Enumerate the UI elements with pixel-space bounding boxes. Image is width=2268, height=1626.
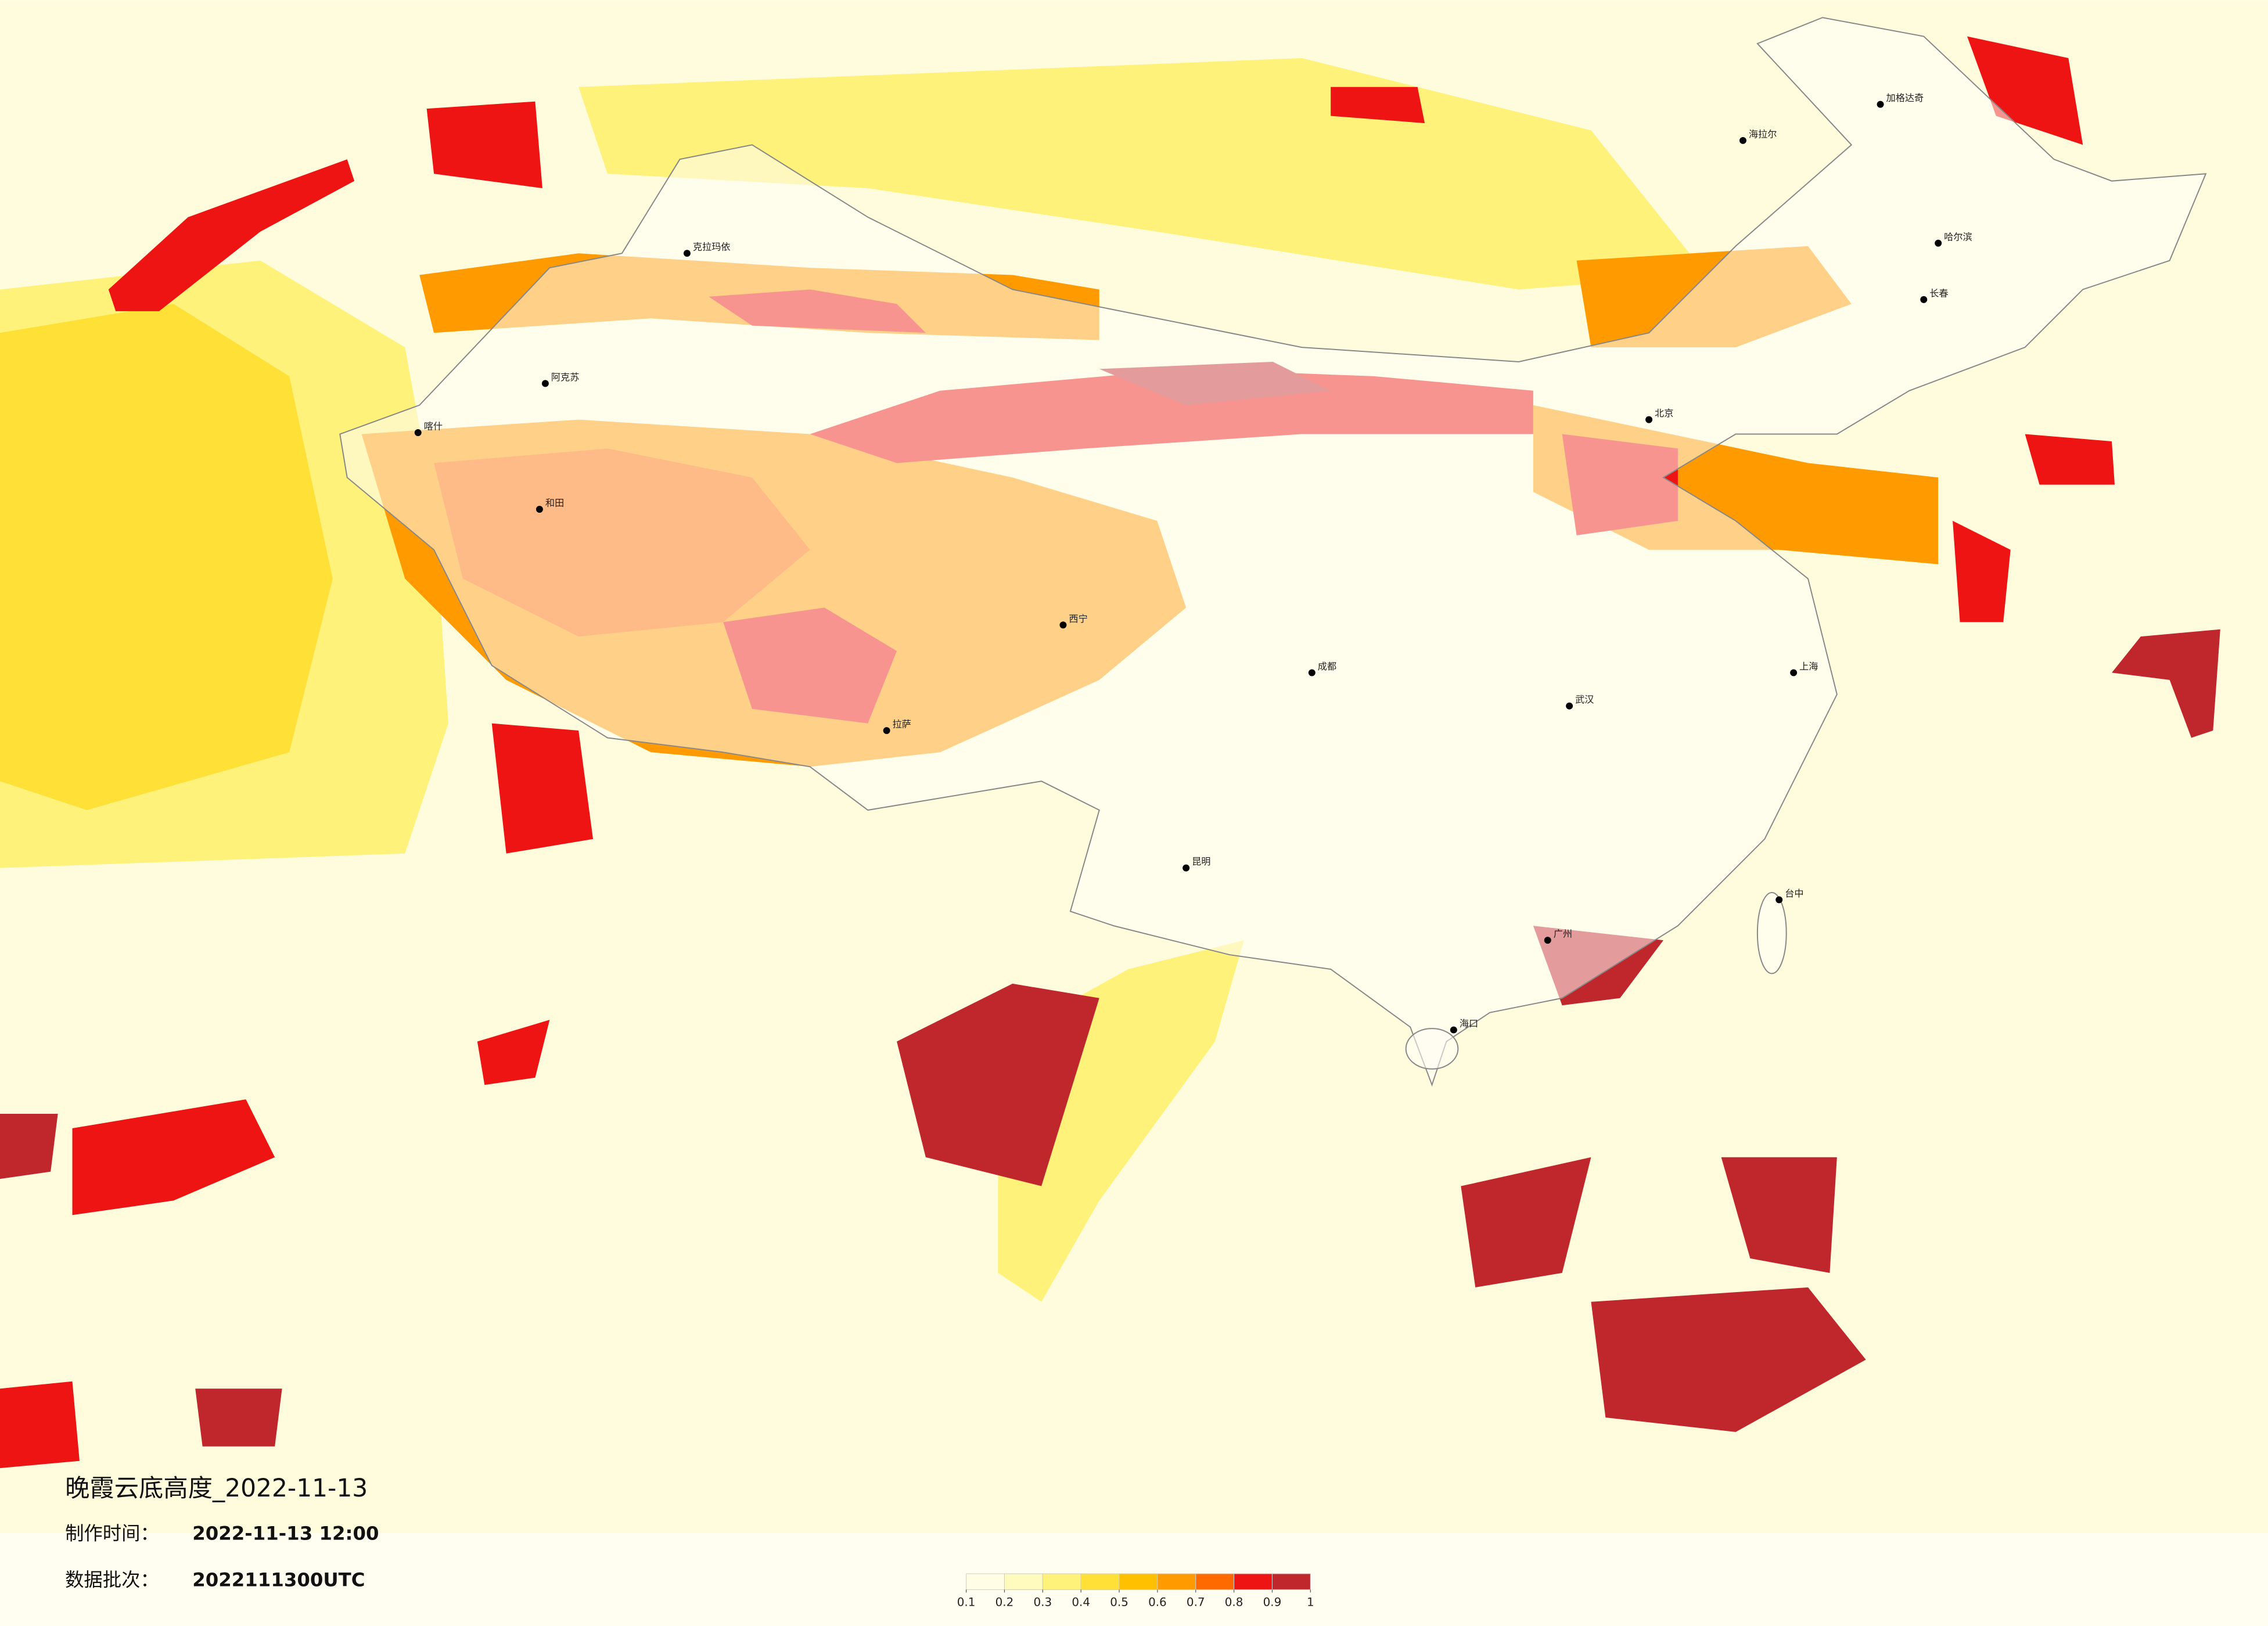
colorbar-tick-label: 0.6 [1148,1595,1167,1609]
city-dot [1566,702,1573,710]
city-dot [1935,239,1942,247]
city-dot [1775,896,1783,904]
colorbar-tick-label: 0.3 [1033,1595,1052,1609]
colorbar-swatch [1119,1573,1158,1590]
city-dot [1645,416,1653,423]
city-label: 长春 [1929,287,1948,298]
city-label: 西宁 [1069,613,1087,624]
colorbar-swatch [1234,1573,1273,1590]
city-dot [1877,100,1884,108]
colorbar-tick-label: 0.9 [1263,1595,1282,1609]
city-dot [1450,1026,1457,1034]
city-label: 喀什 [424,421,443,432]
map-title: 晚霞云底高度_2022-11-13 [65,1474,368,1502]
colorbar-swatch [1080,1573,1120,1590]
city-dot [1308,669,1315,677]
city-dot [1182,864,1190,872]
city-dot [683,250,691,257]
city-label: 克拉玛依 [693,242,731,253]
city-label: 成都 [1318,661,1336,672]
colorbar-swatch [1195,1573,1235,1590]
colorbar-swatch [1271,1573,1311,1590]
colorbar-swatch [1157,1573,1196,1590]
colorbar-tick-label: 0.5 [1110,1595,1128,1609]
colorbar-tick-label: 0.4 [1072,1595,1090,1609]
colorbar-tick-label: 0.1 [957,1595,976,1609]
city-label: 上海 [1799,661,1818,672]
colorbar-tick-label: 0.8 [1225,1595,1243,1609]
city-label: 和田 [545,498,564,509]
city-label: 北京 [1655,408,1673,419]
city-label: 阿克苏 [551,372,580,383]
city-label: 台中 [1785,888,1803,899]
city-dot [541,380,549,387]
city-dot [1790,669,1798,677]
city-dot [1059,621,1067,629]
made-time: 2022-11-13 12:00 [192,1523,379,1545]
city-label: 昆明 [1192,856,1210,867]
colorbar-swatch [1042,1573,1081,1590]
city-label: 哈尔滨 [1944,231,1972,242]
made-label: 制作时间： [65,1523,159,1545]
city-label: 广州 [1554,929,1572,940]
city-dot [1739,136,1746,144]
city-dot [414,429,422,436]
city-label: 加格达奇 [1886,92,1924,103]
batch-label: 数据批次： [65,1569,159,1591]
colorbar-tick-label: 0.7 [1187,1595,1205,1609]
colorbar-tick-label: 1 [1307,1595,1314,1609]
city-label: 拉萨 [893,719,911,730]
city-dot [1544,937,1551,944]
city-label: 武汉 [1575,694,1594,705]
colorbar-tick-label: 0.2 [995,1595,1014,1609]
batch-value: 2022111300UTC [192,1569,365,1591]
colorbar-swatch [1004,1573,1043,1590]
city-dot [1920,296,1928,303]
colorbar: 0.1 0.2 0.3 0.4 0.5 0.6 0.7 0.8 0.9 1 [957,1573,1314,1609]
city-label: 海口 [1460,1018,1478,1029]
city-dot [883,727,890,735]
city-dot [535,506,543,513]
city-label: 海拉尔 [1749,128,1777,139]
country-outline [339,17,2207,1087]
colorbar-swatch [966,1573,1005,1590]
